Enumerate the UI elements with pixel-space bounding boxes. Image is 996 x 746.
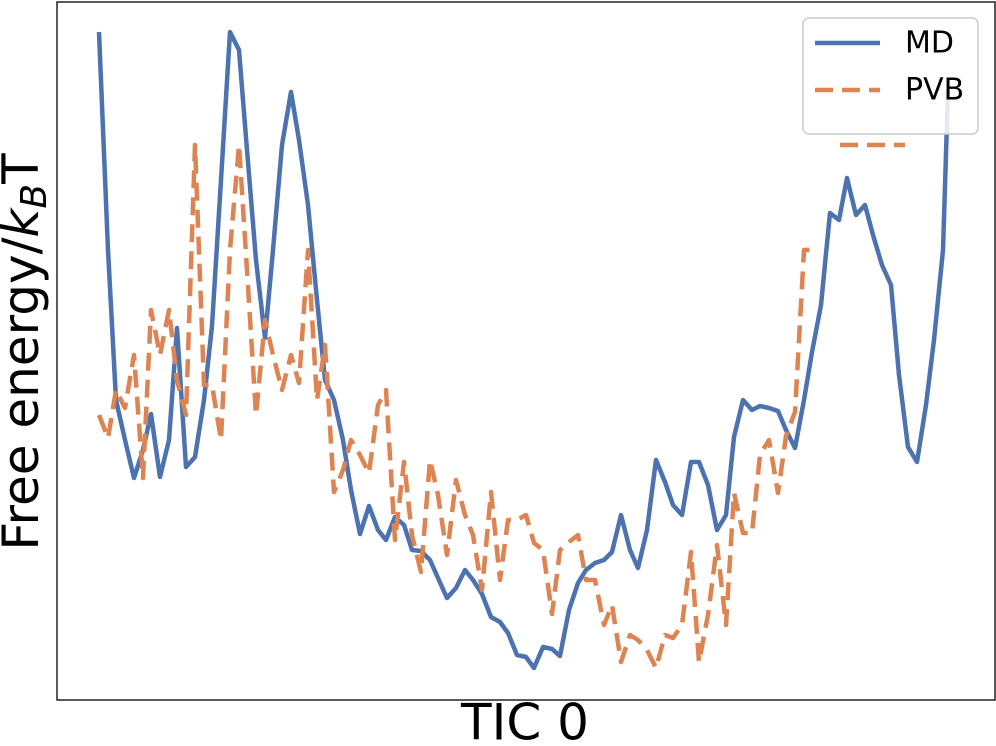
y-label-part: k	[0, 207, 50, 238]
y-label-part: T	[0, 153, 50, 185]
y-label-part: Free energy/	[0, 237, 50, 550]
legend: MD PVB	[802, 17, 979, 135]
x-axis-label: TIC 0	[460, 694, 589, 746]
series-line	[96, 29, 951, 671]
series-line	[96, 142, 905, 671]
legend-box	[802, 17, 979, 135]
y-label-part: B	[14, 184, 55, 209]
y-axis-label: Free energy/kBT	[0, 153, 55, 551]
plot-frame	[56, 1, 996, 701]
legend-label: MD	[905, 26, 954, 61]
legend-label: PVB	[905, 73, 964, 108]
